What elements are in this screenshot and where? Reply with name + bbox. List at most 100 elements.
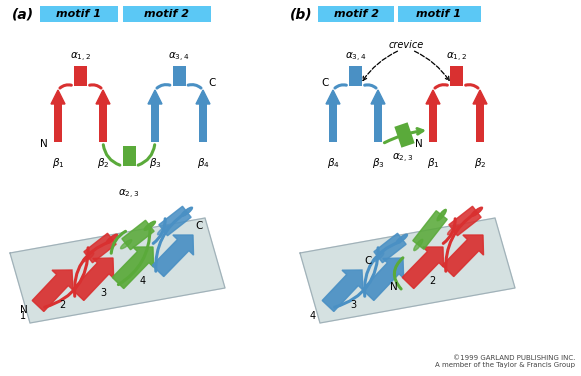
Polygon shape <box>152 235 193 277</box>
Text: $\beta_2$: $\beta_2$ <box>474 156 486 170</box>
Text: 3: 3 <box>350 300 356 310</box>
Bar <box>99 104 107 142</box>
Text: 4: 4 <box>140 276 146 286</box>
FancyArrowPatch shape <box>60 85 71 88</box>
Text: 1: 1 <box>20 311 26 321</box>
Polygon shape <box>413 211 447 249</box>
Polygon shape <box>322 270 363 311</box>
FancyArrowPatch shape <box>335 248 378 307</box>
FancyArrowPatch shape <box>364 242 399 296</box>
FancyArrowPatch shape <box>363 51 397 80</box>
Polygon shape <box>122 220 154 250</box>
FancyArrowPatch shape <box>414 51 449 80</box>
FancyArrowPatch shape <box>103 145 120 165</box>
Polygon shape <box>426 90 440 104</box>
Polygon shape <box>449 206 481 236</box>
Bar <box>450 66 463 86</box>
Bar <box>476 104 484 142</box>
Text: 4: 4 <box>310 311 316 321</box>
Bar <box>398 6 481 22</box>
Polygon shape <box>72 258 114 300</box>
FancyArrowPatch shape <box>45 248 88 307</box>
Ellipse shape <box>396 234 407 243</box>
Bar <box>40 6 118 22</box>
Text: $\alpha_{2,3}$: $\alpha_{2,3}$ <box>119 188 139 201</box>
Text: $\alpha_{3,4}$: $\alpha_{3,4}$ <box>345 51 366 64</box>
FancyArrowPatch shape <box>435 85 447 88</box>
Text: C: C <box>364 256 371 266</box>
Polygon shape <box>112 247 153 288</box>
Text: crevice: crevice <box>388 40 424 50</box>
Bar <box>429 104 437 142</box>
FancyArrowPatch shape <box>465 85 478 88</box>
Text: ©1999 GARLAND PUBLISHING INC.
A member of the Taylor & Francis Group: ©1999 GARLAND PUBLISHING INC. A member o… <box>435 355 575 368</box>
Text: (a): (a) <box>12 7 34 21</box>
Text: N: N <box>40 139 48 149</box>
Bar <box>199 104 207 142</box>
Text: $\alpha_{1,2}$: $\alpha_{1,2}$ <box>446 51 467 64</box>
Bar <box>374 104 382 142</box>
Ellipse shape <box>414 240 423 251</box>
Text: $\alpha_{3,4}$: $\alpha_{3,4}$ <box>168 51 189 64</box>
Polygon shape <box>371 90 385 104</box>
Polygon shape <box>374 233 406 263</box>
Bar <box>54 104 62 142</box>
Text: $\beta_3$: $\beta_3$ <box>149 156 162 170</box>
Text: N: N <box>20 305 28 315</box>
Text: $\beta_1$: $\beta_1$ <box>426 156 439 170</box>
Polygon shape <box>51 90 65 104</box>
Text: (b): (b) <box>290 7 313 21</box>
Polygon shape <box>10 218 225 323</box>
Text: N: N <box>390 282 398 292</box>
Bar <box>329 104 337 142</box>
Text: 3: 3 <box>100 288 106 298</box>
Polygon shape <box>32 270 73 311</box>
Ellipse shape <box>106 234 117 243</box>
FancyArrowPatch shape <box>157 85 170 88</box>
Ellipse shape <box>157 226 169 235</box>
Text: 2: 2 <box>430 276 436 286</box>
Bar <box>151 104 159 142</box>
Text: C: C <box>208 78 216 88</box>
Text: motif 1: motif 1 <box>56 9 102 19</box>
FancyArrowPatch shape <box>89 85 101 88</box>
Text: 2: 2 <box>60 300 66 310</box>
Bar <box>123 6 211 22</box>
Text: $\alpha_{1,2}$: $\alpha_{1,2}$ <box>70 51 91 64</box>
FancyArrowPatch shape <box>394 258 403 289</box>
Ellipse shape <box>144 221 156 230</box>
Ellipse shape <box>181 207 192 216</box>
Text: $\beta_1$: $\beta_1$ <box>52 156 64 170</box>
Text: C: C <box>322 78 329 88</box>
Ellipse shape <box>437 209 446 221</box>
Polygon shape <box>473 90 487 104</box>
Text: motif 1: motif 1 <box>417 9 461 19</box>
Text: $\alpha_{2,3}$: $\alpha_{2,3}$ <box>392 152 413 165</box>
Bar <box>394 122 415 148</box>
FancyArrowPatch shape <box>153 219 165 243</box>
FancyArrowPatch shape <box>335 85 346 88</box>
FancyArrowPatch shape <box>119 229 150 285</box>
Polygon shape <box>96 90 110 104</box>
Ellipse shape <box>447 226 459 235</box>
Bar <box>318 6 394 22</box>
FancyArrowPatch shape <box>111 231 125 253</box>
FancyArrowPatch shape <box>443 219 455 243</box>
Text: C: C <box>195 221 202 231</box>
FancyArrowPatch shape <box>385 129 423 143</box>
Polygon shape <box>326 90 340 104</box>
Bar <box>74 66 87 86</box>
Polygon shape <box>442 235 483 277</box>
FancyArrowPatch shape <box>365 85 376 88</box>
Text: N: N <box>415 139 423 149</box>
Bar <box>123 146 135 166</box>
Text: $\beta_4$: $\beta_4$ <box>327 156 339 170</box>
Polygon shape <box>159 206 191 236</box>
FancyArrowPatch shape <box>74 242 109 296</box>
Polygon shape <box>84 233 116 263</box>
Polygon shape <box>402 247 443 288</box>
Polygon shape <box>362 258 404 300</box>
Text: motif 2: motif 2 <box>145 9 189 19</box>
Text: $\beta_2$: $\beta_2$ <box>97 156 109 170</box>
Ellipse shape <box>471 207 482 216</box>
